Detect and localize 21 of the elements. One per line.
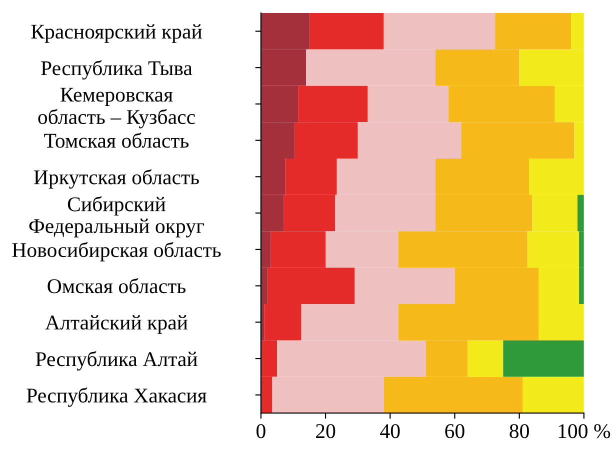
x-tick-label: 60: [445, 424, 464, 438]
y-tick-label: Алтайский край: [45, 315, 188, 334]
y-tick-label: Томская область: [44, 132, 189, 148]
bar: [522, 376, 584, 414]
y-tick-label: Кемеровская область – Кузбасс: [38, 88, 195, 128]
x-tick-label: 100 %: [558, 424, 610, 438]
y-tick-label: Республика Алтай: [36, 351, 198, 370]
y-tick-label: Красноярский край: [31, 24, 202, 43]
y-tick-label: Иркутская область: [34, 169, 199, 189]
x-tick-label: 40: [380, 424, 400, 438]
bar: [309, 13, 384, 50]
x-tick-label: 0: [256, 424, 266, 438]
y-tick-label: Республика Хакасия: [26, 387, 207, 407]
bar: [503, 340, 584, 377]
x-tick-label: 20: [316, 424, 336, 438]
y-tick-label: Республика Тыва: [41, 60, 192, 80]
y-tick-label: Сибирский Федеральный округ: [29, 196, 204, 238]
y-tick-label: Новосибирская область: [12, 242, 221, 262]
x-tick-label: 80: [510, 424, 529, 438]
y-tick-label: Омская область: [48, 278, 186, 294]
bar: [468, 340, 504, 377]
